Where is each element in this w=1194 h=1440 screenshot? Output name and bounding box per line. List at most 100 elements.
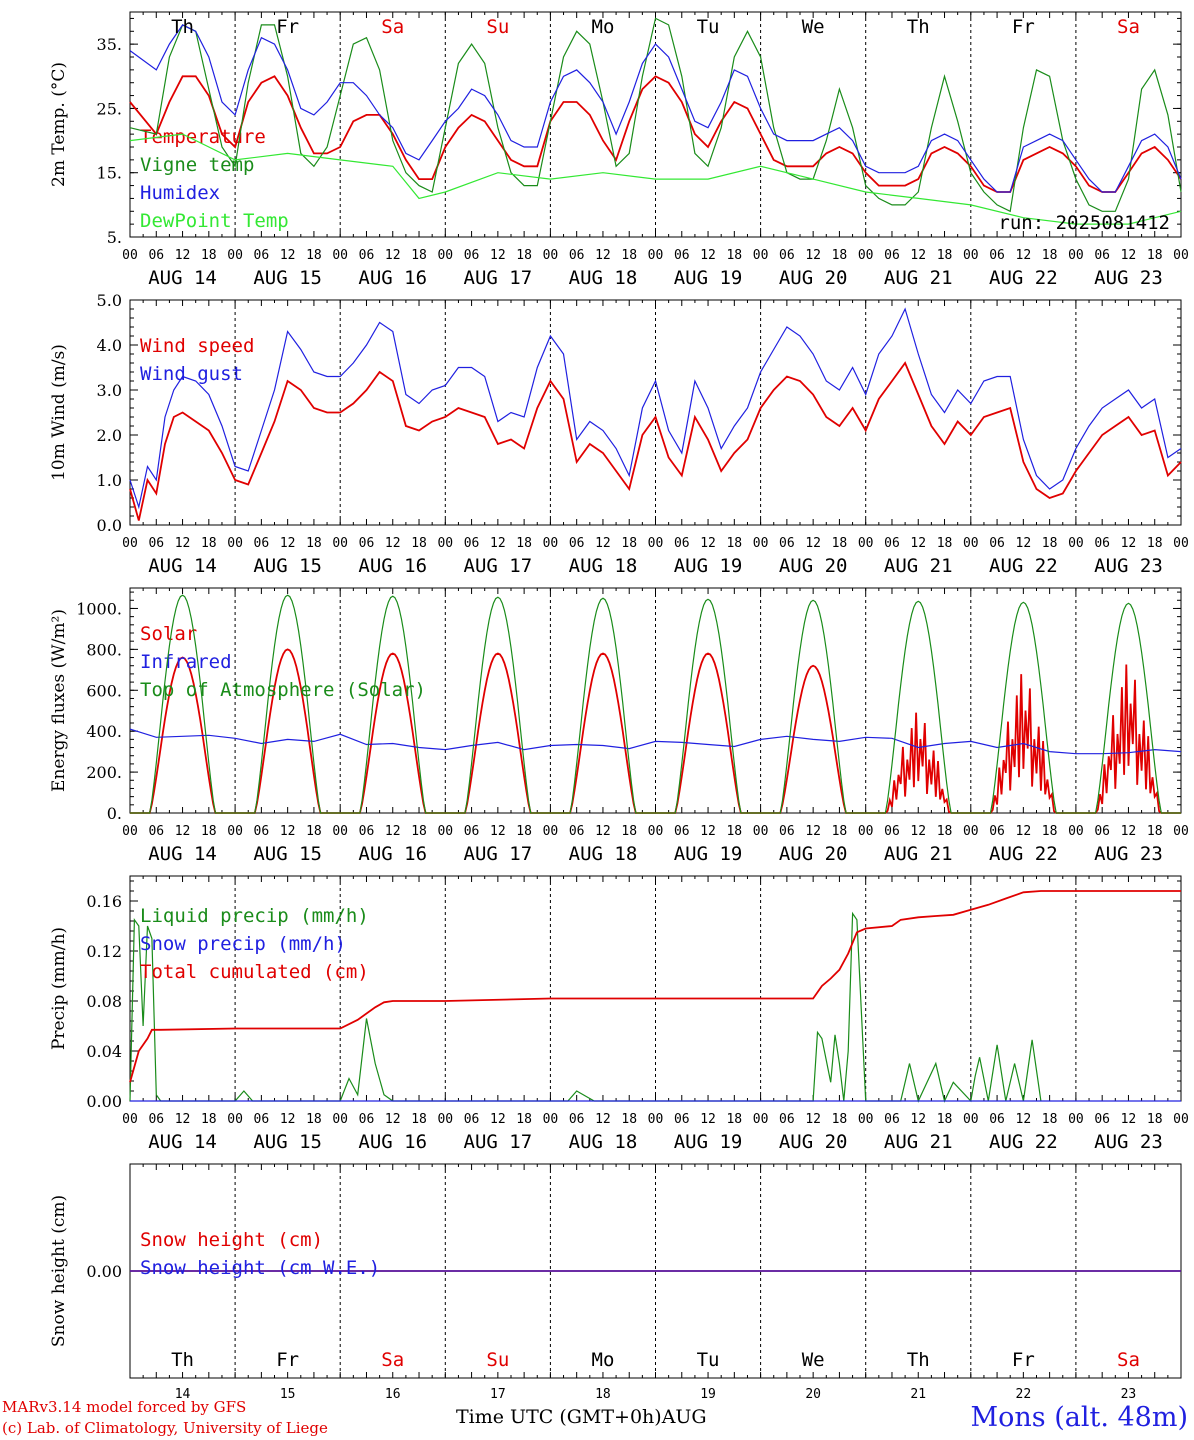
hour-tick-label: 18 — [1147, 1112, 1163, 1127]
date-label: AUG 16 — [358, 1131, 427, 1153]
hour-tick-label: 12 — [805, 1112, 821, 1127]
hour-tick-label: 06 — [254, 824, 270, 839]
date-label: AUG 17 — [464, 555, 533, 577]
y-tick-label: 0.00 — [86, 1092, 122, 1111]
hour-tick-label: 12 — [490, 824, 506, 839]
series-line-humidex — [129, 24, 1182, 193]
hour-tick-label: 06 — [779, 824, 795, 839]
hour-tick-label: 18 — [1042, 248, 1058, 263]
y-tick-label: 1.0 — [97, 471, 122, 490]
date-label: AUG 14 — [148, 555, 217, 577]
day-number-label: 14 — [175, 1387, 191, 1402]
date-label: AUG 14 — [148, 843, 217, 865]
hour-tick-label: 00 — [332, 1112, 348, 1127]
hour-tick-label: 18 — [201, 824, 217, 839]
hour-tick-label: 12 — [1121, 536, 1137, 551]
series-line-dewpoint-temp — [129, 133, 1182, 225]
y-tick-label: 25. — [97, 99, 122, 118]
date-label: AUG 20 — [779, 267, 848, 289]
hour-tick-label: 18 — [937, 536, 953, 551]
hour-tick-label: 00 — [1068, 1112, 1084, 1127]
hour-tick-label: 12 — [1121, 248, 1137, 263]
date-label: AUG 19 — [674, 1131, 743, 1153]
date-label: AUG 23 — [1094, 1131, 1163, 1153]
hour-tick-label: 06 — [1094, 1112, 1110, 1127]
hour-tick-label: 18 — [516, 1112, 532, 1127]
hour-tick-label: 06 — [464, 248, 480, 263]
date-label: AUG 22 — [989, 267, 1058, 289]
date-label: AUG 21 — [884, 1131, 953, 1153]
y-tick-label: 600. — [86, 681, 122, 700]
hour-tick-label: 12 — [175, 536, 191, 551]
hour-tick-label: 00 — [1173, 824, 1189, 839]
hour-tick-label: 00 — [753, 824, 769, 839]
day-number-label: 16 — [385, 1387, 401, 1402]
y-tick-label: 0.04 — [86, 1042, 122, 1061]
series-line-vigne-temp — [129, 17, 1182, 213]
series-line-top-of-atmosphere-solar- — [130, 594, 1181, 814]
date-label: AUG 14 — [148, 267, 217, 289]
hour-tick-label: 18 — [937, 248, 953, 263]
date-label: AUG 19 — [674, 555, 743, 577]
hour-tick-label: 12 — [1016, 1112, 1032, 1127]
hour-tick-label: 18 — [1042, 1112, 1058, 1127]
hour-tick-label: 06 — [989, 824, 1005, 839]
hour-tick-label: 18 — [726, 824, 742, 839]
hour-tick-label: 12 — [1016, 248, 1032, 263]
date-label: AUG 23 — [1094, 267, 1163, 289]
hour-tick-label: 12 — [280, 536, 296, 551]
hour-tick-label: 00 — [437, 824, 453, 839]
hour-tick-label: 12 — [1016, 824, 1032, 839]
day-number-label: 18 — [595, 1387, 611, 1402]
y-tick-label: 5.0 — [97, 291, 122, 310]
hour-tick-label: 12 — [280, 248, 296, 263]
legend-entry: DewPoint Temp — [140, 210, 289, 232]
hour-tick-label: 06 — [254, 536, 270, 551]
hour-tick-label: 12 — [910, 536, 926, 551]
weekday-label-top: Sa — [381, 16, 404, 38]
hour-tick-label: 06 — [148, 1112, 164, 1127]
date-label: AUG 18 — [569, 1131, 638, 1153]
hour-tick-label: 06 — [1094, 536, 1110, 551]
hour-tick-label: 00 — [963, 536, 979, 551]
hour-tick-label: 00 — [543, 1112, 559, 1127]
hour-tick-label: 18 — [1042, 824, 1058, 839]
hour-tick-label: 06 — [464, 536, 480, 551]
weekday-label-top: Fr — [1012, 16, 1035, 38]
hour-tick-label: 06 — [1094, 248, 1110, 263]
hour-tick-label: 06 — [464, 1112, 480, 1127]
date-label: AUG 20 — [779, 555, 848, 577]
hour-tick-label: 12 — [595, 536, 611, 551]
hour-tick-label: 12 — [385, 824, 401, 839]
hour-tick-label: 00 — [227, 824, 243, 839]
hour-tick-label: 06 — [359, 824, 375, 839]
hour-tick-label: 00 — [227, 1112, 243, 1127]
date-label: AUG 20 — [779, 843, 848, 865]
legend-entry: Snow height (cm W.E.) — [140, 1257, 380, 1279]
hour-tick-label: 18 — [1147, 248, 1163, 263]
hour-tick-label: 00 — [1173, 1112, 1189, 1127]
hour-tick-label: 12 — [700, 248, 716, 263]
panel-2: 0.0 1.0 2.0 3.0 4.0 5.0 10m Wind (m/s) Wind spe… — [49, 291, 1189, 577]
hour-tick-label: 00 — [1068, 248, 1084, 263]
hour-tick-label: 06 — [779, 248, 795, 263]
hour-tick-label: 06 — [779, 536, 795, 551]
hour-tick-label: 06 — [148, 824, 164, 839]
hour-tick-label: 18 — [832, 1112, 848, 1127]
hour-tick-label: 18 — [306, 824, 322, 839]
hour-tick-label: 12 — [490, 536, 506, 551]
y-axis-label: 2m Temp. (°C) — [49, 62, 69, 187]
legend-entry: Temperature — [140, 126, 266, 148]
y-tick-label: 800. — [86, 640, 122, 659]
date-label: AUG 15 — [253, 267, 322, 289]
hour-tick-label: 00 — [1173, 536, 1189, 551]
hour-tick-label: 06 — [569, 536, 585, 551]
hour-tick-label: 18 — [937, 1112, 953, 1127]
y-tick-label: 5. — [107, 228, 122, 247]
y-axis-label: 10m Wind (m/s) — [49, 344, 69, 481]
hour-tick-label: 18 — [1147, 536, 1163, 551]
hour-tick-label: 00 — [1068, 536, 1084, 551]
legend-entry: Solar — [140, 623, 197, 645]
hour-tick-label: 18 — [411, 248, 427, 263]
series-line-wind-gust — [129, 307, 1182, 510]
